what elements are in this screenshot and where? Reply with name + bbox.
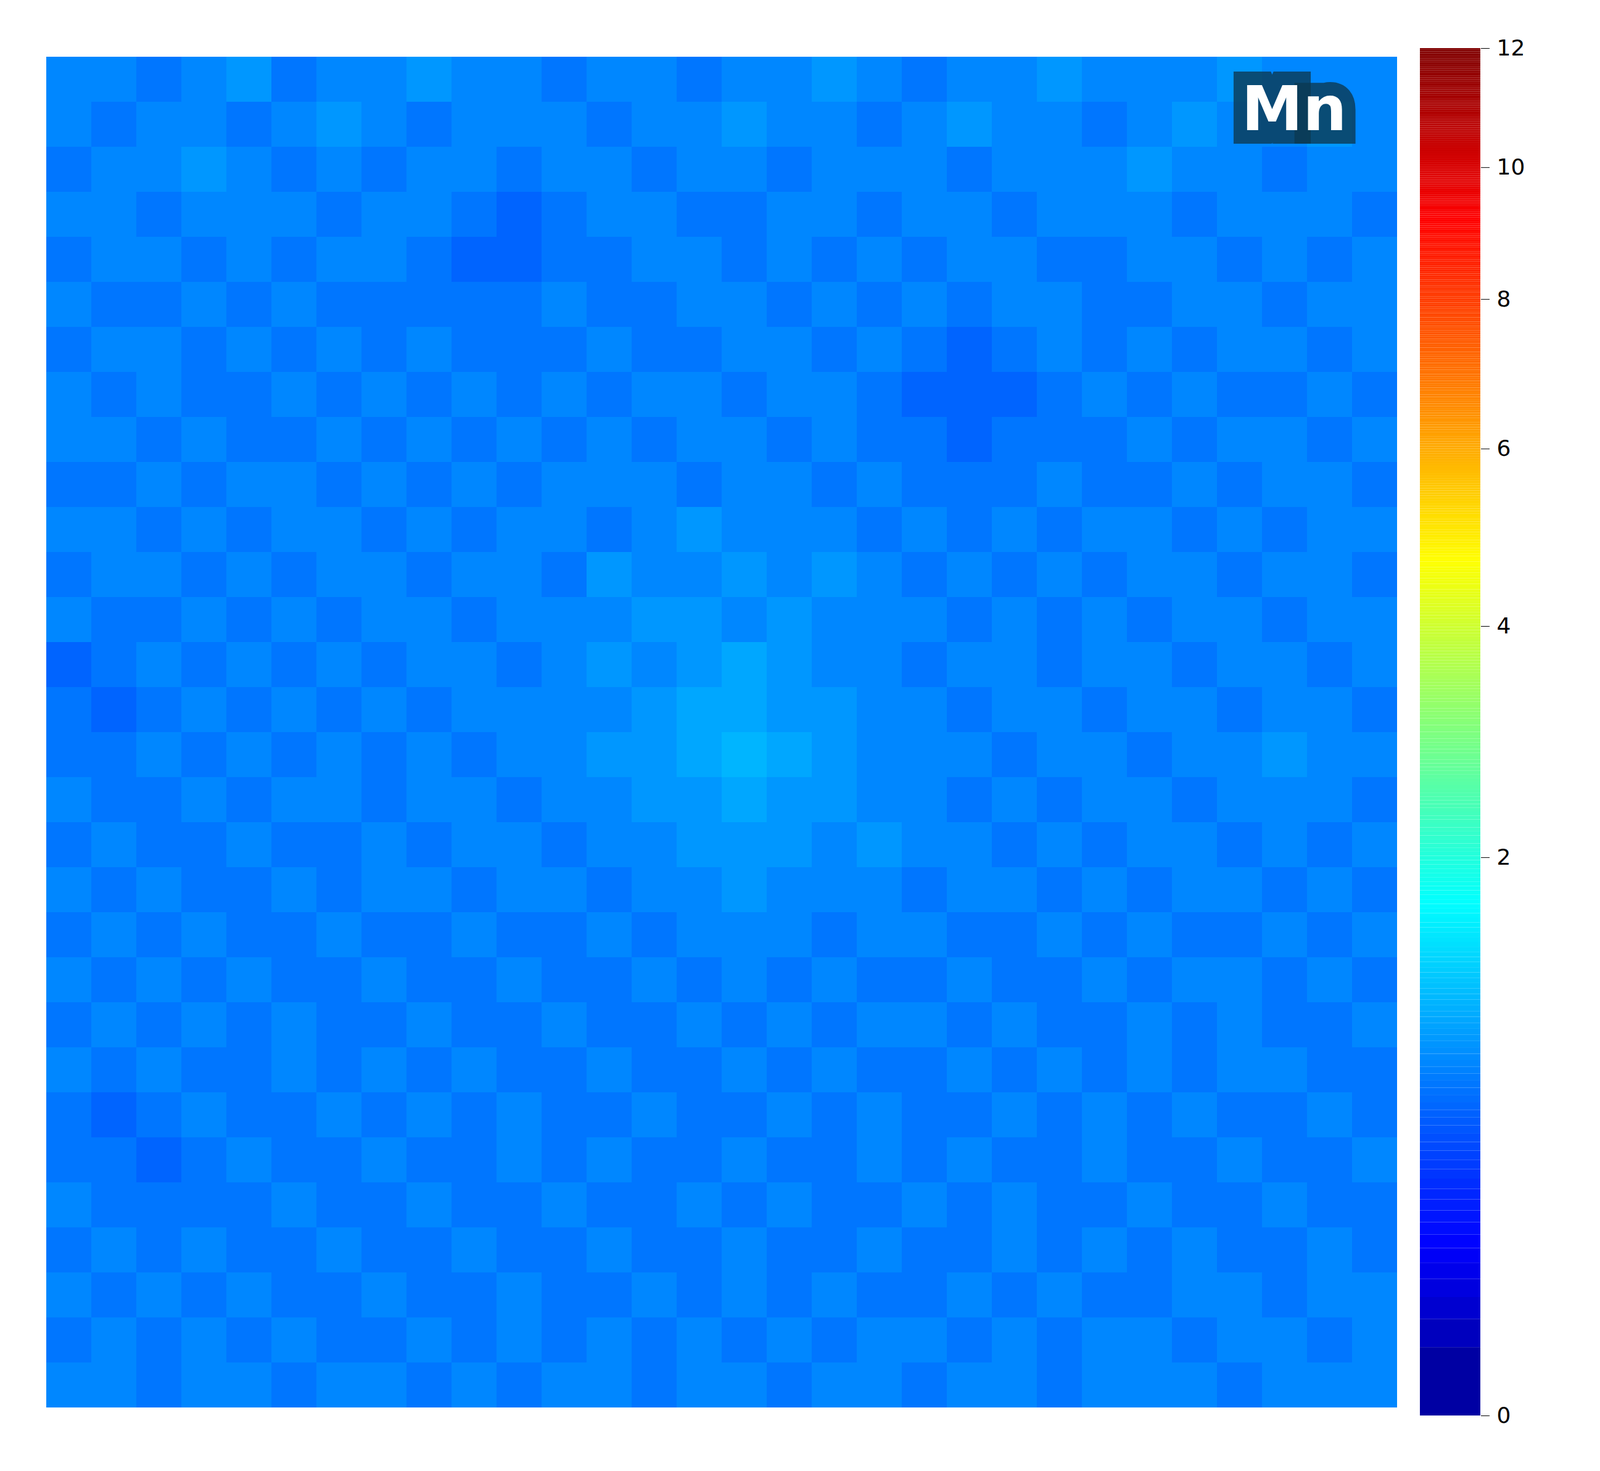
svg-text:Mn: Mn: [1241, 72, 1348, 145]
svg-text:0: 0: [1496, 1402, 1512, 1428]
svg-text:8: 8: [1496, 286, 1512, 312]
svg-text:10: 10: [1496, 154, 1526, 180]
svg-text:2: 2: [1496, 844, 1512, 870]
svg-text:4: 4: [1496, 613, 1512, 639]
svg-text:6: 6: [1496, 435, 1512, 461]
svg-text:12: 12: [1496, 35, 1526, 61]
